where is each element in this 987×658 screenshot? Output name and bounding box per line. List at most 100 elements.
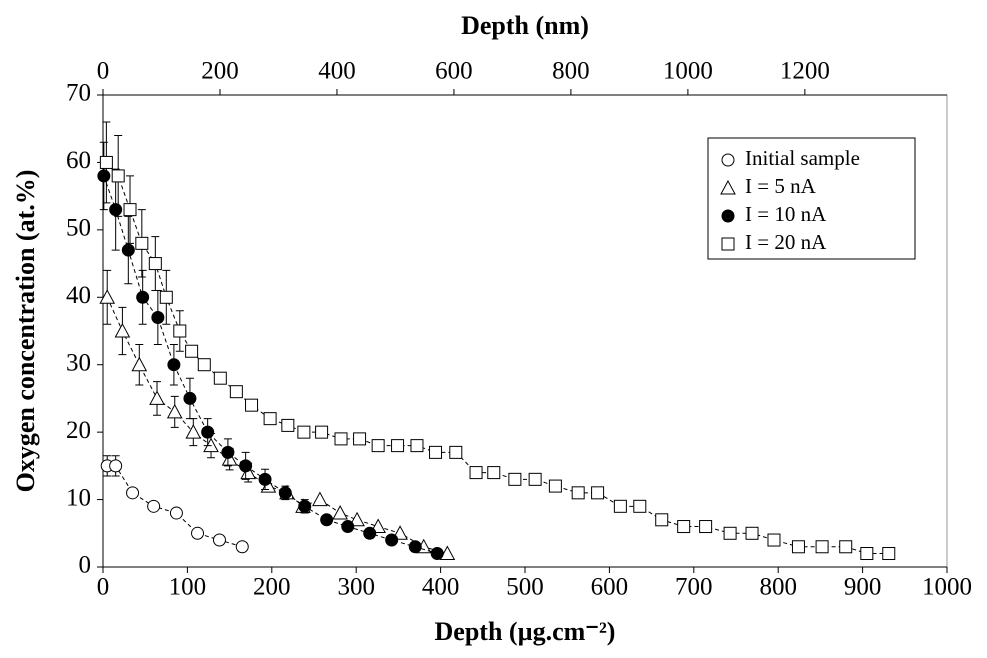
point [281, 418, 295, 432]
point [341, 520, 355, 534]
point [723, 526, 737, 540]
point [201, 425, 215, 439]
point [167, 358, 181, 372]
point [655, 513, 669, 527]
point [385, 533, 399, 547]
point [245, 398, 259, 412]
y-tick-label: 70 [66, 80, 91, 107]
point [258, 472, 272, 486]
point [430, 547, 444, 561]
y-tick-label: 10 [66, 484, 91, 511]
x-tick-label: 900 [844, 574, 882, 601]
point [111, 169, 125, 183]
x-tick-label: 0 [97, 574, 110, 601]
point [508, 472, 522, 486]
point [332, 505, 349, 520]
point [815, 540, 829, 554]
point [334, 432, 348, 446]
point [191, 526, 205, 540]
x-tick-label: 800 [759, 574, 797, 601]
legend-label: I = 20 nA [745, 230, 827, 254]
point [131, 356, 148, 372]
point [123, 203, 137, 217]
point [136, 290, 150, 304]
legend-marker [720, 179, 736, 195]
legend-marker [721, 153, 735, 167]
point [297, 425, 311, 439]
point [97, 169, 111, 183]
point [147, 499, 161, 513]
point [633, 499, 647, 513]
x-tick-label: 400 [422, 574, 460, 601]
point [548, 479, 562, 493]
y-tick-label: 50 [66, 215, 91, 242]
point [487, 466, 501, 480]
point [239, 459, 253, 473]
point [221, 445, 235, 459]
y-axis-title: Oxygen concentration (at.%) [11, 170, 40, 493]
point [439, 545, 456, 561]
point [410, 439, 424, 453]
legend-label: I = 5 nA [745, 174, 817, 198]
x-tick-label: 200 [253, 574, 291, 601]
top-axis-title: Depth (nm) [461, 11, 589, 40]
point [745, 526, 759, 540]
top-tick-label: 1000 [663, 58, 713, 85]
x-tick-label: 600 [591, 574, 629, 601]
point [197, 358, 211, 372]
point [159, 290, 173, 304]
point [469, 466, 483, 480]
legend-marker [721, 209, 735, 223]
x-tick-label: 1000 [922, 574, 972, 601]
point [235, 540, 249, 554]
point [571, 486, 585, 500]
top-tick-label: 800 [552, 58, 590, 85]
point [169, 506, 183, 520]
point [173, 324, 187, 338]
point [109, 203, 123, 217]
top-tick-label: 200 [201, 58, 239, 85]
point [449, 445, 463, 459]
point [151, 311, 165, 325]
point [791, 540, 805, 554]
point [185, 424, 202, 439]
top-tick-label: 400 [318, 58, 356, 85]
point [320, 513, 334, 527]
top-tick-label: 0 [97, 58, 110, 85]
point [126, 486, 140, 500]
series-line [103, 175, 438, 554]
legend-label: I = 10 nA [745, 202, 827, 226]
legend-box [707, 137, 916, 260]
series-line [107, 465, 243, 548]
y-tick-label: 40 [66, 282, 91, 309]
point [229, 385, 243, 399]
point [591, 486, 605, 500]
point [135, 236, 149, 250]
point [429, 445, 443, 459]
x-tick-label: 500 [506, 574, 544, 601]
point [114, 322, 131, 338]
point [349, 511, 365, 527]
point [391, 439, 405, 453]
point [185, 344, 199, 358]
top-tick-label: 600 [435, 58, 473, 85]
point [121, 243, 135, 257]
y-tick-label: 60 [66, 147, 91, 174]
point [613, 499, 627, 513]
top-tick-label: 1200 [780, 58, 830, 85]
point [212, 533, 226, 547]
point [213, 371, 227, 385]
legend-marker [721, 237, 735, 251]
point [312, 491, 328, 507]
x-tick-label: 700 [675, 574, 713, 601]
y-tick-label: 20 [66, 417, 91, 444]
point [767, 533, 781, 547]
point [860, 547, 874, 561]
x-tick-label: 300 [337, 574, 375, 601]
point [371, 439, 385, 453]
legend-label: Initial sample [745, 146, 860, 170]
point [528, 472, 542, 486]
x-axis-title: Depth (µg.cm⁻²) [435, 617, 616, 646]
point [109, 459, 123, 473]
